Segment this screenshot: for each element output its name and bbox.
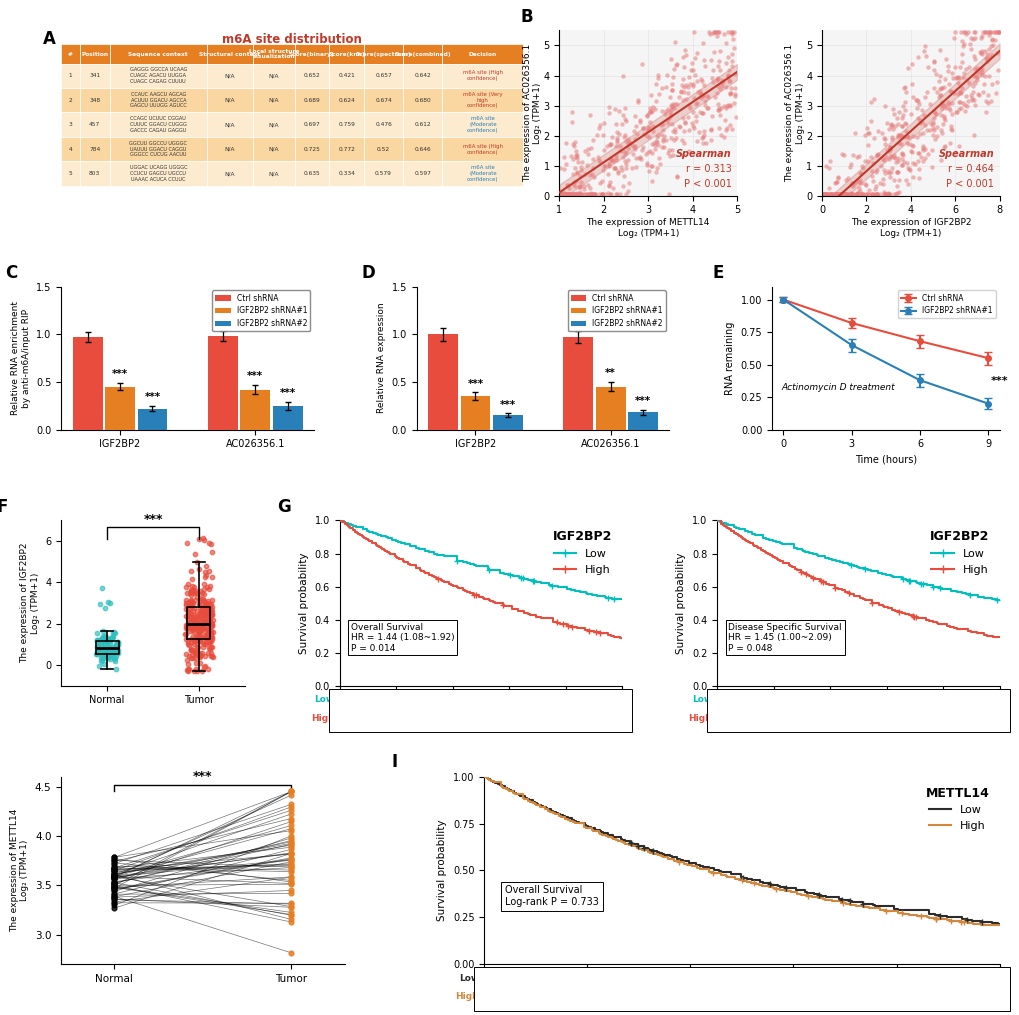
Point bbox=[685, 120, 701, 136]
Point bbox=[717, 98, 734, 115]
Point bbox=[960, 75, 976, 91]
Point bbox=[983, 76, 1000, 92]
Point bbox=[965, 92, 981, 109]
Point bbox=[283, 852, 300, 868]
Point bbox=[823, 186, 840, 202]
Point bbox=[973, 67, 989, 83]
Point bbox=[955, 65, 971, 81]
Point bbox=[953, 54, 969, 70]
Point bbox=[843, 177, 859, 193]
Point bbox=[848, 186, 864, 202]
Point bbox=[186, 592, 203, 608]
Point bbox=[835, 186, 851, 202]
Bar bbox=[207, 45, 253, 64]
Point bbox=[198, 615, 214, 631]
Text: Low: Low bbox=[459, 974, 479, 983]
Point bbox=[180, 656, 197, 672]
Point bbox=[680, 109, 696, 125]
Point bbox=[618, 113, 634, 129]
Point bbox=[90, 638, 106, 655]
Point bbox=[607, 138, 624, 154]
Point bbox=[927, 66, 944, 82]
Point bbox=[827, 186, 844, 202]
Point bbox=[192, 607, 208, 623]
Point bbox=[964, 84, 980, 100]
Text: 0: 0 bbox=[996, 695, 1002, 704]
Point bbox=[640, 106, 656, 122]
Point bbox=[815, 186, 832, 202]
Point bbox=[590, 121, 606, 137]
Point bbox=[602, 150, 619, 166]
Y-axis label: The expression of IGF2BP2
Log₂ (TPM+1): The expression of IGF2BP2 Log₂ (TPM+1) bbox=[20, 543, 40, 664]
Point bbox=[203, 607, 219, 623]
Bar bbox=[272, 406, 303, 429]
Point bbox=[558, 186, 575, 202]
Point bbox=[595, 141, 611, 157]
Point bbox=[568, 147, 584, 163]
Point bbox=[582, 185, 598, 201]
Point bbox=[866, 181, 882, 197]
Point bbox=[96, 634, 112, 651]
Point bbox=[283, 854, 300, 870]
Point bbox=[668, 167, 685, 184]
Point bbox=[618, 160, 634, 177]
Point bbox=[199, 595, 215, 611]
Point bbox=[897, 116, 913, 132]
Point bbox=[986, 84, 1003, 100]
X-axis label: Time (months): Time (months) bbox=[442, 712, 519, 721]
Point bbox=[903, 137, 919, 153]
Bar bbox=[138, 409, 167, 429]
Point bbox=[910, 144, 926, 160]
Point bbox=[562, 186, 579, 202]
Text: Disease Specific Survival
HR = 1.45 (1.00~2.09)
P = 0.048: Disease Specific Survival HR = 1.45 (1.0… bbox=[728, 623, 841, 653]
Point bbox=[106, 879, 122, 895]
Point bbox=[924, 120, 941, 136]
Point bbox=[667, 130, 684, 146]
Text: F: F bbox=[0, 498, 8, 517]
Point bbox=[106, 879, 122, 895]
Bar bbox=[253, 137, 294, 161]
Point bbox=[663, 76, 680, 92]
Point bbox=[601, 177, 618, 193]
Point bbox=[872, 158, 889, 175]
Text: Score(spectrum): Score(spectrum) bbox=[356, 52, 411, 57]
Point bbox=[978, 46, 995, 62]
Point bbox=[106, 624, 122, 640]
Text: N/A: N/A bbox=[224, 97, 235, 103]
Point bbox=[190, 611, 206, 627]
Point bbox=[183, 594, 200, 610]
Point bbox=[969, 86, 985, 103]
Point bbox=[194, 585, 210, 601]
Point bbox=[571, 186, 587, 202]
Point bbox=[881, 139, 898, 155]
Bar bbox=[364, 113, 403, 137]
Point bbox=[979, 41, 996, 57]
Point bbox=[904, 138, 920, 154]
Point bbox=[710, 120, 727, 136]
Point bbox=[816, 186, 833, 202]
Point bbox=[200, 615, 216, 631]
Point bbox=[106, 883, 122, 899]
Point bbox=[672, 82, 688, 98]
Point bbox=[894, 118, 910, 134]
Point bbox=[932, 86, 949, 103]
Point bbox=[628, 159, 644, 176]
Point bbox=[968, 60, 984, 76]
Text: N/A: N/A bbox=[224, 122, 235, 127]
Point bbox=[93, 645, 109, 661]
Point bbox=[679, 84, 695, 100]
Point bbox=[93, 647, 109, 663]
Point bbox=[959, 92, 975, 109]
Point bbox=[646, 137, 662, 153]
Point bbox=[203, 645, 219, 661]
Text: ***: *** bbox=[193, 769, 212, 783]
Point bbox=[722, 23, 739, 40]
Point bbox=[823, 186, 840, 202]
Point bbox=[825, 175, 842, 191]
Point bbox=[602, 186, 619, 202]
Point bbox=[91, 633, 107, 650]
Point bbox=[910, 95, 926, 112]
Point bbox=[983, 32, 1000, 49]
Point bbox=[193, 604, 209, 620]
Point bbox=[664, 132, 681, 148]
